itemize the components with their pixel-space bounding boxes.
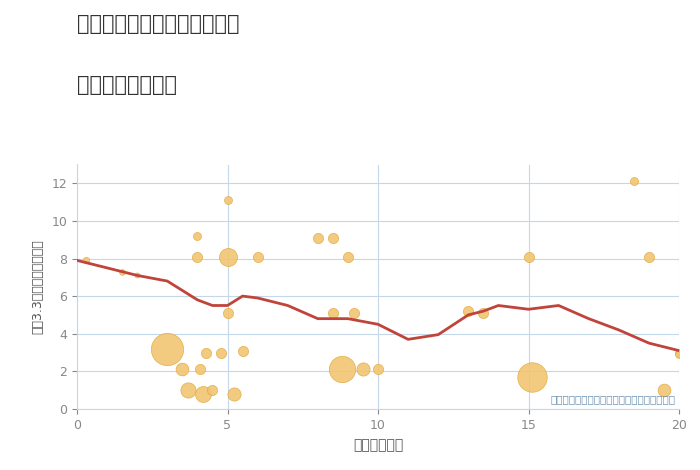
Point — [658, 386, 669, 394]
Point — [252, 253, 263, 260]
Point — [526, 373, 537, 381]
Point — [680, 386, 691, 394]
Point — [183, 386, 194, 394]
Point — [80, 257, 92, 264]
Point — [132, 272, 143, 279]
Point — [328, 234, 339, 242]
Point — [198, 390, 209, 398]
Point — [116, 268, 128, 275]
Point — [228, 390, 239, 398]
Point — [477, 309, 489, 317]
Point — [237, 347, 248, 354]
Point — [192, 232, 203, 240]
Y-axis label: 坪（3.3㎡）単価（万円）: 坪（3.3㎡）単価（万円） — [32, 239, 45, 334]
Point — [216, 349, 227, 356]
Point — [222, 309, 233, 317]
Point — [328, 309, 339, 317]
Point — [463, 307, 474, 315]
Point — [222, 253, 233, 260]
Text: 兵庫県丹波市氷上町下新庄の: 兵庫県丹波市氷上町下新庄の — [77, 14, 239, 34]
Point — [176, 366, 188, 373]
Point — [195, 366, 206, 373]
Point — [372, 366, 384, 373]
Point — [357, 366, 368, 373]
Text: 円の大きさは、取引のあった物件面積を示す: 円の大きさは、取引のあった物件面積を示す — [551, 394, 676, 404]
Point — [643, 253, 655, 260]
Point — [349, 309, 360, 317]
Point — [222, 196, 233, 204]
Point — [201, 349, 212, 356]
Point — [192, 253, 203, 260]
Point — [207, 386, 218, 394]
Point — [342, 253, 354, 260]
Text: 駅距離別土地価格: 駅距離別土地価格 — [77, 75, 177, 95]
Point — [336, 366, 347, 373]
Point — [673, 351, 685, 358]
Point — [673, 349, 685, 356]
Point — [629, 178, 640, 185]
Point — [162, 345, 173, 352]
Point — [312, 234, 323, 242]
Point — [523, 253, 534, 260]
X-axis label: 駅距離（分）: 駅距離（分） — [353, 439, 403, 453]
